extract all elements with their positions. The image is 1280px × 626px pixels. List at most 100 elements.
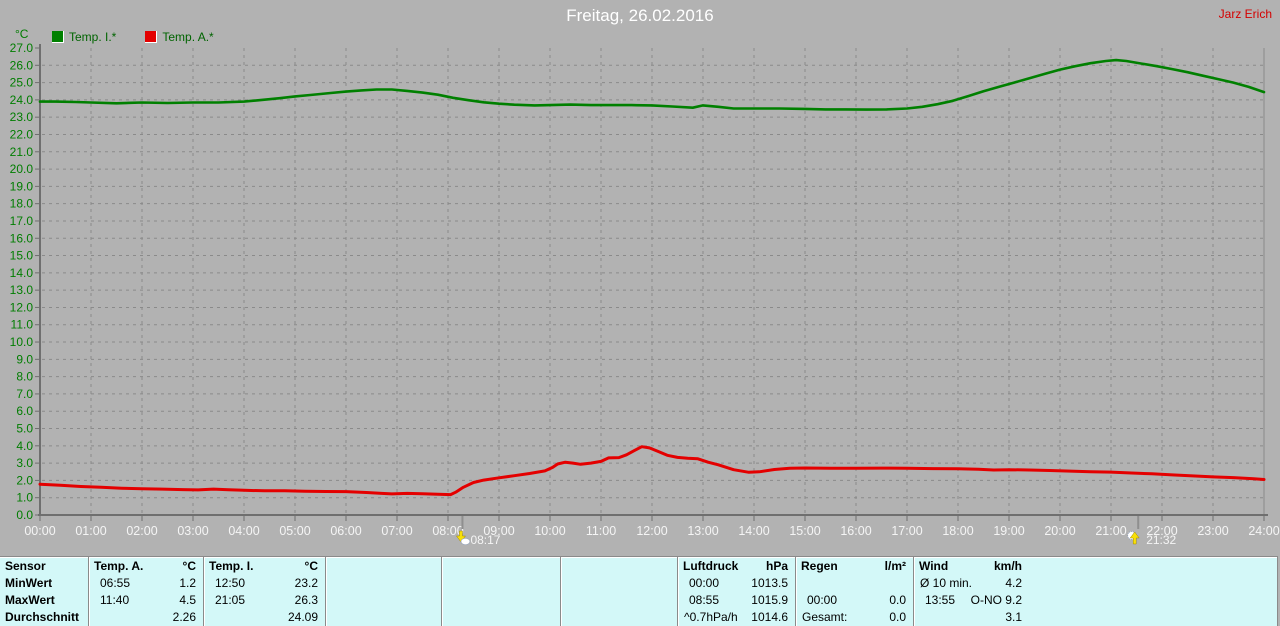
svg-text:5.0: 5.0 xyxy=(16,422,33,436)
svg-text:9.0: 9.0 xyxy=(16,352,33,366)
event-marker-time: 08:17 xyxy=(470,533,500,547)
luftdruck-trend: ^0.7hPa/h xyxy=(684,610,738,624)
table-col-row-labels: Sensor MinWert MaxWert Durchschnitt xyxy=(0,557,88,626)
svg-text:24.0: 24.0 xyxy=(10,93,34,107)
wind-header: Wind xyxy=(919,559,949,573)
svg-text:16.0: 16.0 xyxy=(10,231,34,245)
svg-text:03:00: 03:00 xyxy=(177,524,208,538)
svg-text:27.0: 27.0 xyxy=(10,41,34,55)
legend-swatch-temp-a-icon xyxy=(145,30,158,43)
temp-i-max-time: 21:05 xyxy=(215,593,246,607)
svg-text:23:00: 23:00 xyxy=(1197,524,1228,538)
svg-text:0.0: 0.0 xyxy=(16,508,33,522)
user-name: Jarz Erich xyxy=(1218,7,1272,21)
temp-a-max-value: 4.5 xyxy=(179,593,196,607)
svg-text:11.0: 11.0 xyxy=(11,318,34,332)
svg-text:13.0: 13.0 xyxy=(10,283,34,297)
temperature-chart: 0.0 1.0 2.0 3.0 4.0 5.0 6.0 7.0 8.0 9.0 10.0 11.0 12… xyxy=(10,41,1280,547)
svg-text:14.0: 14.0 xyxy=(10,266,34,280)
luftdruck-row2-time: 08:55 xyxy=(689,593,720,607)
y-axis-labels: 0.0 1.0 2.0 3.0 4.0 5.0 6.0 7.0 8.0 9.0 10.0 11.0 12… xyxy=(10,41,34,522)
svg-text:21:00: 21:00 xyxy=(1095,524,1126,538)
table-col-empty-3 xyxy=(560,557,677,626)
horizontal-gridlines xyxy=(42,64,1264,499)
wind-unit: km/h xyxy=(993,559,1022,573)
y-axis-ticks xyxy=(35,47,39,516)
row-label-minwert: MinWert xyxy=(5,576,53,590)
svg-text:18.0: 18.0 xyxy=(10,197,34,211)
svg-text:11:00: 11:00 xyxy=(586,524,616,538)
svg-text:01:00: 01:00 xyxy=(75,524,106,538)
regen-row2-value: 0.0 xyxy=(889,593,906,607)
table-col-empty-1 xyxy=(325,557,441,626)
svg-text:1.0: 1.0 xyxy=(16,491,33,505)
svg-text:12.0: 12.0 xyxy=(10,300,34,314)
luftdruck-row1-time: 00:00 xyxy=(689,576,720,590)
temp-i-min-time: 12:50 xyxy=(215,576,246,590)
svg-text:22:00: 22:00 xyxy=(1146,524,1177,538)
svg-text:2.0: 2.0 xyxy=(16,473,33,487)
svg-text:18:00: 18:00 xyxy=(942,524,973,538)
svg-text:16:00: 16:00 xyxy=(840,524,871,538)
event-marker-moonset: 08:17 xyxy=(455,516,501,547)
svg-text:10:00: 10:00 xyxy=(534,524,565,538)
svg-text:06:00: 06:00 xyxy=(330,524,361,538)
svg-text:15:00: 15:00 xyxy=(789,524,820,538)
wind-max-time: 13:55 xyxy=(925,593,956,607)
wind-max-value: O-NO 9.2 xyxy=(970,593,1022,607)
svg-text:12:00: 12:00 xyxy=(636,524,667,538)
svg-text:14:00: 14:00 xyxy=(738,524,769,538)
chart-legend: Temp. I.* Temp. A.* xyxy=(52,29,214,44)
luftdruck-header: Luftdruck xyxy=(683,559,739,573)
row-label-maxwert: MaxWert xyxy=(5,593,55,607)
col-header-sensor: Sensor xyxy=(5,559,46,573)
series-line-temp-a xyxy=(38,445,1266,497)
event-marker-moonrise: 21:32 xyxy=(1127,516,1177,547)
svg-text:20:00: 20:00 xyxy=(1044,524,1075,538)
page-title: Freitag, 26.02.2016 xyxy=(566,6,714,25)
wind-avg-value: 4.2 xyxy=(1005,576,1022,590)
wind-row3-value: 3.1 xyxy=(1005,610,1022,624)
svg-text:04:00: 04:00 xyxy=(228,524,259,538)
svg-text:21.0: 21.0 xyxy=(10,145,34,159)
temp-a-avg-value: 2.26 xyxy=(172,610,196,624)
event-marker-time: 21:32 xyxy=(1146,533,1176,547)
regen-gesamt-label: Gesamt: xyxy=(802,610,848,624)
temp-a-header: Temp. A. xyxy=(94,559,144,573)
legend-swatch-temp-i-icon xyxy=(52,30,64,43)
table-col-luftdruck: Luftdruck hPa 00:00 1013.5 08:55 1015.9 ^0.… xyxy=(677,557,795,626)
table-col-wind: Wind km/h Ø 10 min. 4.2 13:55 O-NO 9.2 3.1 xyxy=(913,557,1277,626)
temp-a-min-value: 1.2 xyxy=(179,576,196,590)
svg-text:6.0: 6.0 xyxy=(16,404,33,418)
regen-header: Regen xyxy=(801,559,838,573)
series-line-temp-i xyxy=(38,58,1266,111)
svg-text:02:00: 02:00 xyxy=(126,524,157,538)
svg-text:25.0: 25.0 xyxy=(10,76,34,90)
svg-text:20.0: 20.0 xyxy=(10,162,34,176)
svg-text:4.0: 4.0 xyxy=(16,439,33,453)
table-col-temp-a: Temp. A. °C 06:55 1.2 11:40 4.5 2.26 xyxy=(88,557,203,626)
table-col-regen: Regen l/m² 00:00 0.0 Gesamt: 0.0 xyxy=(795,557,913,626)
table-col-empty-2 xyxy=(441,557,560,626)
svg-text:17.0: 17.0 xyxy=(10,214,34,228)
x-axis-ticks xyxy=(39,516,1265,521)
svg-text:26.0: 26.0 xyxy=(10,58,34,72)
temp-a-min-time: 06:55 xyxy=(100,576,131,590)
temp-i-unit: °C xyxy=(304,559,318,573)
luftdruck-row2-value: 1015.9 xyxy=(751,593,788,607)
legend-label-temp-i: Temp. I.* xyxy=(69,29,117,44)
temp-i-header: Temp. I. xyxy=(209,559,254,573)
svg-text:09:00: 09:00 xyxy=(483,524,514,538)
temp-i-max-value: 26.3 xyxy=(294,593,318,607)
svg-text:7.0: 7.0 xyxy=(16,387,33,401)
svg-text:22.0: 22.0 xyxy=(10,127,34,141)
svg-text:13:00: 13:00 xyxy=(687,524,718,538)
regen-gesamt-value: 0.0 xyxy=(889,610,906,624)
temp-a-max-time: 11:40 xyxy=(100,593,130,607)
row-label-durchschnitt: Durchschnitt xyxy=(5,610,80,624)
svg-text:19.0: 19.0 xyxy=(10,179,34,193)
moonrise-icon xyxy=(1127,531,1140,545)
vertical-gridlines xyxy=(90,48,1214,514)
svg-text:23.0: 23.0 xyxy=(10,110,34,124)
temp-a-unit: °C xyxy=(182,559,196,573)
